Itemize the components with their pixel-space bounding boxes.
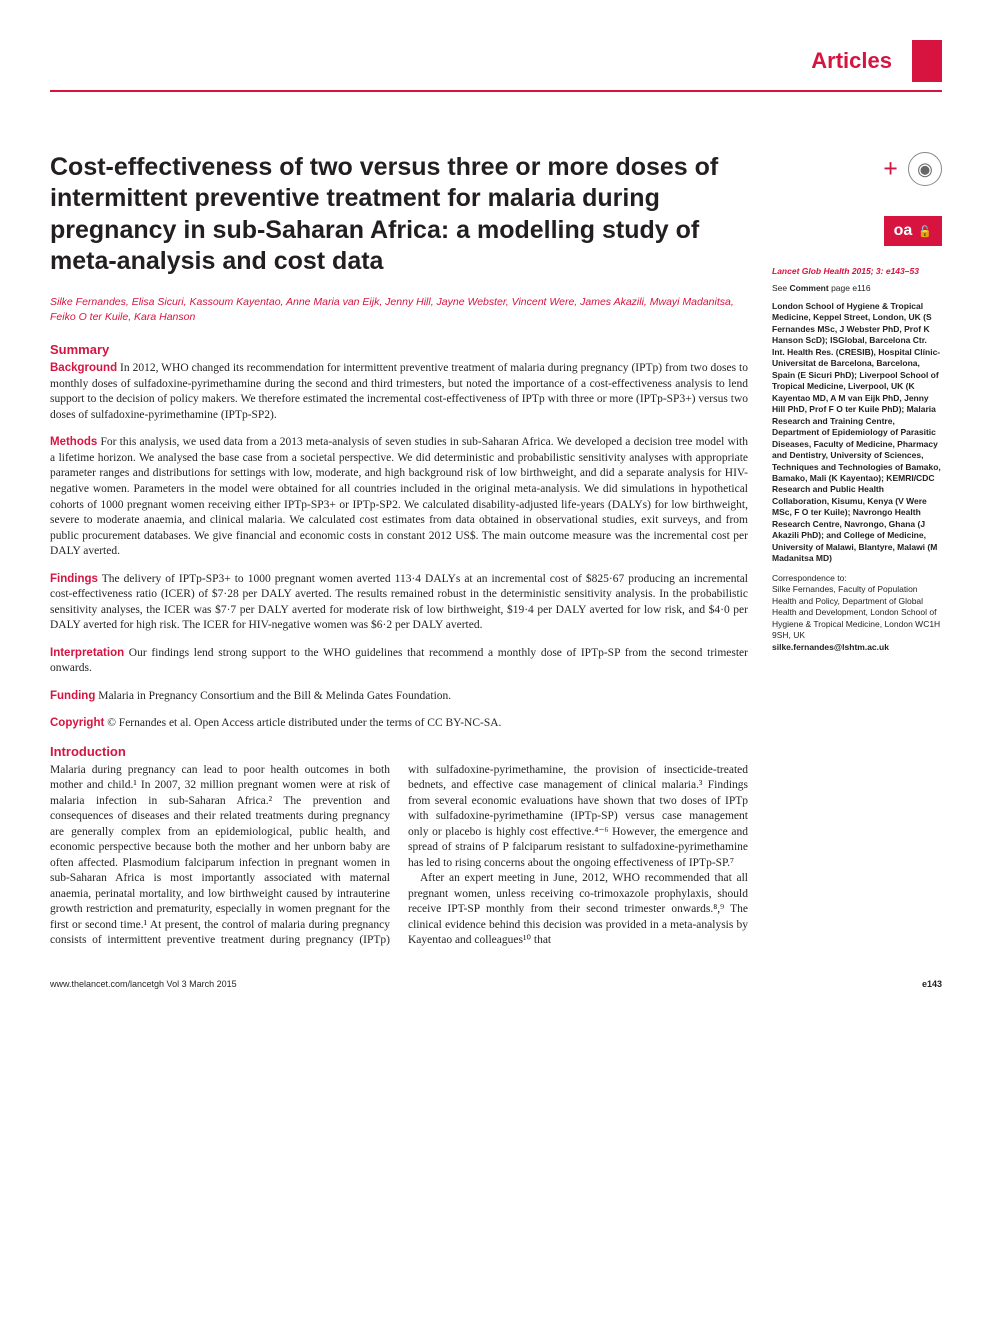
section-label: Articles <box>811 48 892 74</box>
citation: Lancet Glob Health 2015; 3: e143–53 <box>772 266 942 277</box>
header-rule <box>50 90 942 92</box>
correspondence-block: Correspondence to: Silke Fernandes, Facu… <box>772 573 942 653</box>
introduction-heading: Introduction <box>50 744 748 759</box>
badge-row: + ◉ <box>772 152 942 186</box>
methods-text: For this analysis, we used data from a 2… <box>50 436 748 557</box>
copyright-text: © Fernandes et al. Open Access article d… <box>104 717 501 729</box>
methods-label: Methods <box>50 436 97 448</box>
affiliations: London School of Hygiene & Tropical Medi… <box>772 301 942 565</box>
oa-label: oa <box>894 222 913 240</box>
interpretation-text: Our findings lend strong support to the … <box>50 647 748 675</box>
header-bar: Articles <box>50 40 942 82</box>
article-title: Cost-effectiveness of two versus three o… <box>50 152 748 277</box>
correspondence-email[interactable]: silke.fernandes@lshtm.ac.uk <box>772 642 942 653</box>
interpretation-label: Interpretation <box>50 647 124 659</box>
abstract-methods: Methods For this analysis, we used data … <box>50 435 748 559</box>
open-lock-icon: 🔓 <box>918 225 932 238</box>
findings-label: Findings <box>50 573 98 585</box>
oa-badge-wrap: oa 🔓 <box>772 216 942 266</box>
page-footer: www.thelancet.com/lancetgh Vol 3 March 2… <box>50 979 942 989</box>
abstract-copyright: Copyright © Fernandes et al. Open Access… <box>50 716 748 732</box>
section-tab <box>912 40 942 82</box>
body-para-2: After an expert meeting in June, 2012, W… <box>408 871 748 949</box>
abstract-funding: Funding Malaria in Pregnancy Consortium … <box>50 689 748 705</box>
funding-label: Funding <box>50 690 95 702</box>
see-comment: See Comment page e116 <box>772 283 942 294</box>
correspondence-text: Silke Fernandes, Faculty of Population H… <box>772 584 942 641</box>
sidebar-metadata: Lancet Glob Health 2015; 3: e143–53 See … <box>772 266 942 653</box>
left-column: Cost-effectiveness of two versus three o… <box>50 152 748 949</box>
correspondence-label: Correspondence to: <box>772 573 942 584</box>
abstract-background: Background In 2012, WHO changed its reco… <box>50 361 748 423</box>
footer-left: www.thelancet.com/lancetgh Vol 3 March 2… <box>50 979 237 989</box>
abstract-findings: Findings The delivery of IPTp-SP3+ to 10… <box>50 572 748 634</box>
background-text: In 2012, WHO changed its recommendation … <box>50 362 748 421</box>
abstract-interpretation: Interpretation Our findings lend strong … <box>50 646 748 677</box>
right-sidebar: + ◉ oa 🔓 Lancet Glob Health 2015; 3: e14… <box>772 152 942 949</box>
author-list: Silke Fernandes, Elisa Sicuri, Kassoum K… <box>50 295 748 324</box>
main-content: Cost-effectiveness of two versus three o… <box>50 152 942 949</box>
background-label: Background <box>50 362 117 374</box>
plus-icon[interactable]: + <box>883 154 898 184</box>
page-number: e143 <box>922 979 942 989</box>
copyright-label: Copyright <box>50 717 104 729</box>
open-access-badge[interactable]: oa 🔓 <box>884 216 942 246</box>
summary-heading: Summary <box>50 342 748 357</box>
body-text-columns: Malaria during pregnancy can lead to poo… <box>50 763 748 949</box>
findings-text: The delivery of IPTp-SP3+ to 1000 pregna… <box>50 573 748 632</box>
funding-text: Malaria in Pregnancy Consortium and the … <box>95 690 451 702</box>
crossmark-icon[interactable]: ◉ <box>908 152 942 186</box>
